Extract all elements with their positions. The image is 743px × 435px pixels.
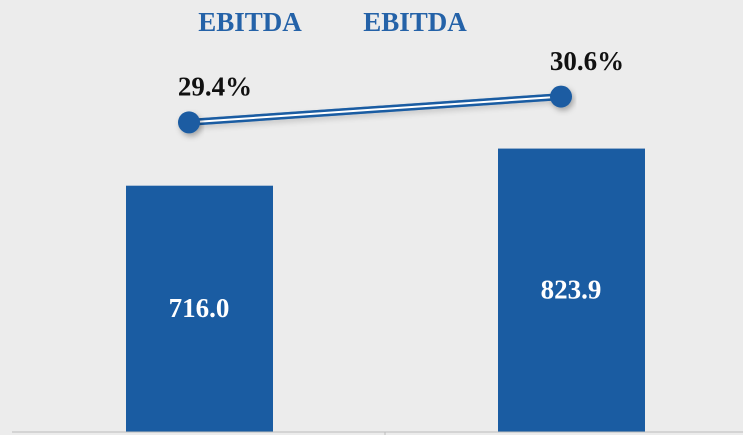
legend-label: EBITDA xyxy=(363,7,467,37)
data-label: 29.4% xyxy=(178,72,252,102)
data-label: 30.6% xyxy=(550,46,624,76)
point xyxy=(550,85,572,108)
line-inner xyxy=(188,95,562,124)
point xyxy=(178,111,200,134)
data-label: 823.9 xyxy=(541,274,602,304)
bar xyxy=(498,148,645,432)
bar xyxy=(126,185,273,432)
data-label: 716.0 xyxy=(169,293,230,323)
legend-label: EBITDA xyxy=(198,7,302,37)
